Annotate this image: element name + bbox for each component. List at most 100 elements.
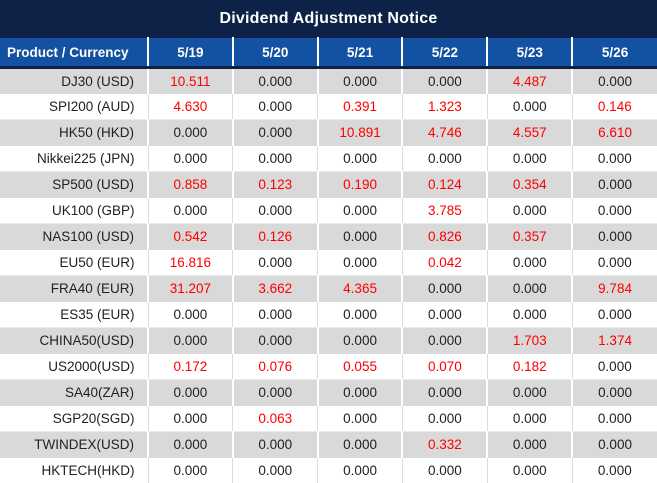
table-row: SP500 (USD) 0.858 0.123 0.190 0.124 0.354 0.00… (0, 171, 657, 198)
value-cell: 0.055 (317, 353, 403, 380)
value-cell: 0.000 (572, 67, 657, 94)
value-cell: 0.000 (487, 275, 574, 302)
value-cell: 0.000 (402, 301, 488, 328)
value-cell: 9.784 (572, 275, 657, 302)
value-cell: 0.000 (317, 379, 404, 406)
value-cell: 0.000 (317, 405, 403, 432)
value-cell: 0.354 (487, 171, 574, 198)
value-cell: 1.374 (572, 327, 657, 354)
page-title: Dividend Adjustment Notice (219, 9, 438, 27)
product-cell: SP500 (USD) (0, 171, 149, 198)
product-cell: SA40(ZAR) (0, 379, 149, 406)
value-cell: 0.000 (232, 379, 319, 406)
value-cell: 0.000 (402, 67, 489, 94)
value-cell: 0.000 (317, 457, 403, 483)
table-row: EU50 (EUR) 16.816 0.000 0.000 0.042 0.000 0.00… (0, 249, 657, 276)
value-cell: 0.172 (148, 353, 234, 380)
value-cell: 0.000 (487, 145, 573, 172)
value-cell: 0.542 (148, 223, 234, 250)
value-cell: 0.000 (572, 301, 657, 328)
table-row: TWINDEX(USD) 0.000 0.000 0.000 0.332 0.000 0.0… (0, 431, 657, 458)
value-cell: 0.000 (148, 379, 234, 406)
value-cell: 0.000 (148, 431, 234, 458)
value-cell: 0.000 (487, 197, 573, 224)
value-cell: 0.000 (232, 119, 319, 146)
value-cell: 0.190 (317, 171, 404, 198)
value-cell: 0.000 (232, 197, 319, 224)
product-cell: UK100 (GBP) (0, 197, 149, 224)
value-cell: 0.000 (148, 327, 234, 354)
product-cell: HK50 (HKD) (0, 119, 149, 146)
value-cell: 0.000 (572, 249, 657, 276)
value-cell: 4.746 (402, 119, 489, 146)
column-header-date-1: 5/19 (148, 37, 234, 69)
value-cell: 1.703 (487, 327, 574, 354)
value-cell: 0.000 (572, 405, 657, 432)
value-cell: 1.323 (402, 93, 488, 120)
value-cell: 0.000 (487, 431, 574, 458)
value-cell: 10.891 (317, 119, 404, 146)
value-cell: 0.000 (317, 145, 403, 172)
value-cell: 0.826 (402, 223, 489, 250)
value-cell: 0.000 (317, 431, 404, 458)
value-cell: 0.000 (232, 327, 319, 354)
value-cell: 0.000 (232, 249, 319, 276)
product-cell: TWINDEX(USD) (0, 431, 149, 458)
product-cell: SGP20(SGD) (0, 405, 149, 432)
value-cell: 0.000 (487, 93, 573, 120)
value-cell: 3.662 (232, 275, 319, 302)
value-cell: 0.000 (572, 379, 657, 406)
value-cell: 0.000 (402, 327, 489, 354)
column-header-date-5: 5/23 (487, 37, 574, 69)
value-cell: 0.076 (232, 353, 319, 380)
value-cell: 0.000 (487, 405, 573, 432)
product-cell: SPI200 (AUD) (0, 93, 149, 120)
value-cell: 0.357 (487, 223, 574, 250)
table-body: DJ30 (USD) 10.511 0.000 0.000 0.000 4.487 0.00… (0, 67, 657, 483)
table-row: UK100 (GBP) 0.000 0.000 0.000 3.785 0.000 0.00… (0, 197, 657, 224)
table-row: SGP20(SGD) 0.000 0.063 0.000 0.000 0.000 0.000 (0, 405, 657, 432)
table-row: NAS100 (USD) 0.542 0.126 0.000 0.826 0.357 0.0… (0, 223, 657, 250)
value-cell: 0.858 (148, 171, 234, 198)
value-cell: 0.000 (572, 197, 657, 224)
value-cell: 0.000 (402, 379, 489, 406)
value-cell: 0.000 (487, 457, 573, 483)
value-cell: 0.042 (402, 249, 488, 276)
value-cell: 0.000 (572, 457, 657, 483)
value-cell: 0.000 (572, 223, 657, 250)
value-cell: 4.487 (487, 67, 574, 94)
value-cell: 0.000 (317, 249, 403, 276)
value-cell: 0.000 (572, 171, 657, 198)
value-cell: 0.000 (402, 275, 489, 302)
value-cell: 0.000 (232, 431, 319, 458)
value-cell: 0.000 (487, 301, 573, 328)
table-row: HKTECH(HKD) 0.000 0.000 0.000 0.000 0.000 0.00… (0, 457, 657, 483)
value-cell: 0.000 (317, 67, 404, 94)
value-cell: 0.000 (148, 301, 234, 328)
value-cell: 0.000 (148, 145, 234, 172)
product-cell: DJ30 (USD) (0, 67, 149, 94)
product-cell: EU50 (EUR) (0, 249, 149, 276)
value-cell: 3.785 (402, 197, 488, 224)
value-cell: 0.123 (232, 171, 319, 198)
table-row: ES35 (EUR) 0.000 0.000 0.000 0.000 0.000 0.000 (0, 301, 657, 328)
value-cell: 0.000 (402, 457, 488, 483)
column-header-date-2: 5/20 (232, 37, 319, 69)
table-row: CHINA50(USD) 0.000 0.000 0.000 0.000 1.703 1.3… (0, 327, 657, 354)
title-bar: Dividend Adjustment Notice (0, 0, 657, 37)
value-cell: 0.000 (232, 93, 319, 120)
value-cell: 0.124 (402, 171, 489, 198)
value-cell: 10.511 (148, 67, 234, 94)
value-cell: 0.182 (487, 353, 573, 380)
product-cell: HKTECH(HKD) (0, 457, 149, 483)
table-row: DJ30 (USD) 10.511 0.000 0.000 0.000 4.487 0.00… (0, 67, 657, 94)
value-cell: 0.000 (317, 327, 404, 354)
value-cell: 4.630 (148, 93, 234, 120)
product-cell: CHINA50(USD) (0, 327, 149, 354)
value-cell: 0.000 (572, 145, 657, 172)
product-cell: Nikkei225 (JPN) (0, 145, 149, 172)
value-cell: 0.000 (317, 301, 403, 328)
value-cell: 0.000 (402, 145, 488, 172)
value-cell: 4.365 (317, 275, 404, 302)
value-cell: 0.332 (402, 431, 489, 458)
